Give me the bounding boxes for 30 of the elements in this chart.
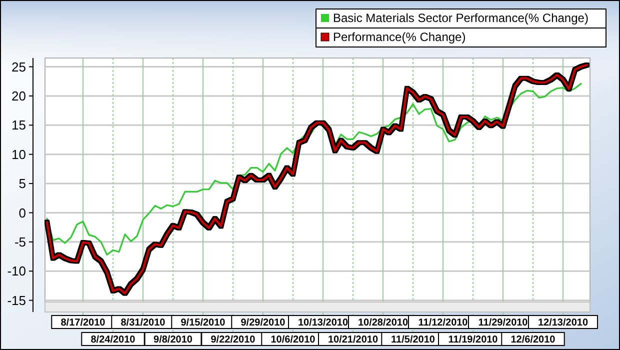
x-tick-label: 11/19/2010	[448, 334, 498, 346]
x-tick-label: 12/6/2010	[510, 334, 556, 346]
x-tick-label: 8/17/2010	[60, 318, 106, 328]
y-tick-label: 15	[12, 118, 26, 133]
x-tick-label: 9/15/2010	[180, 318, 226, 328]
line-series	[46, 82, 582, 256]
x-tick-label: 9/22/2010	[210, 334, 256, 346]
legend-label: Basic Materials Sector Performance(% Change)	[333, 11, 588, 26]
x-tick-label: 11/12/2010	[418, 318, 468, 328]
y-tick-label: 0	[18, 205, 26, 220]
x-tick-label: 12/13/2010	[538, 318, 588, 328]
y-tick-label: 10	[12, 146, 26, 162]
x-tick-label: 8/24/2010	[90, 334, 136, 346]
x-tick-label: 10/6/2010	[270, 334, 316, 346]
y-tick-label: -15	[7, 292, 26, 308]
x-tick-label: 10/21/2010	[328, 334, 378, 346]
x-tick-label: 9/29/2010	[240, 318, 286, 328]
legend-label: Performance(% Change)	[333, 30, 466, 44]
x-tick-label: 11/29/2010	[478, 318, 528, 328]
x-tick-label: 9/8/2010	[154, 334, 193, 346]
line-series	[46, 64, 588, 294]
y-tick-label: -10	[7, 264, 26, 279]
y-tick-label: 20	[12, 88, 26, 104]
x-tick-label: 10/28/2010	[358, 318, 408, 328]
y-tick-label: -5	[14, 234, 26, 250]
x-tick-label: 8/31/2010	[120, 318, 166, 328]
y-tick-label: 5	[18, 176, 26, 192]
x-tick-label: 11/5/2010	[391, 334, 436, 346]
x-tick-label: 10/13/2010	[298, 318, 348, 328]
y-tick-label: 25	[12, 59, 26, 74]
